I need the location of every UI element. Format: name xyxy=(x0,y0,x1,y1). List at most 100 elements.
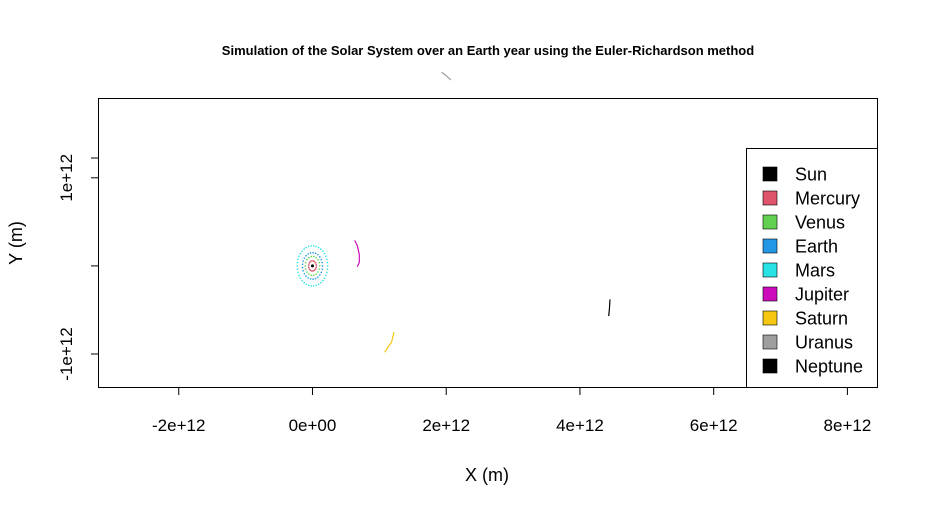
venus-point xyxy=(318,265,321,267)
mars-point xyxy=(305,246,308,249)
earth-point xyxy=(321,261,323,264)
venus-point xyxy=(317,271,319,273)
venus-point xyxy=(306,258,308,261)
neptune-track xyxy=(608,299,611,317)
mars-point xyxy=(307,245,310,248)
earth-point xyxy=(312,251,314,254)
earth-point xyxy=(301,263,304,266)
mars-point xyxy=(317,283,320,286)
x-tick-label: 2e+12 xyxy=(422,416,470,435)
plot-data xyxy=(296,71,611,353)
legend-swatch-mercury xyxy=(762,190,778,206)
earth-point xyxy=(317,276,319,278)
x-tick-label: 4e+12 xyxy=(556,416,604,435)
mars-point xyxy=(310,285,313,287)
earth-point xyxy=(307,253,310,255)
mars-point xyxy=(321,279,324,282)
mercury-point xyxy=(308,268,311,270)
venus-point xyxy=(306,271,308,273)
mercury-point xyxy=(314,268,317,270)
venus-point xyxy=(312,274,315,277)
mars-point xyxy=(296,268,299,271)
y-tick-label: 1e+12 xyxy=(57,154,76,202)
mars-point xyxy=(305,283,308,286)
earth-point xyxy=(307,277,310,279)
legend-swatch-sun xyxy=(762,166,778,182)
venus-point xyxy=(318,261,321,264)
venus-point xyxy=(315,273,317,275)
legend-swatch-neptune xyxy=(762,358,778,374)
y-tick-label: -1e+12 xyxy=(57,327,76,380)
mars-point xyxy=(321,250,324,252)
mars-point xyxy=(296,261,299,264)
mercury-point xyxy=(309,269,312,272)
earth-point xyxy=(312,278,314,280)
mercury-point xyxy=(308,261,311,264)
legend-swatch-uranus xyxy=(762,334,778,350)
legend-swatch-venus xyxy=(762,214,778,230)
mars-point xyxy=(326,268,329,271)
jupiter-track xyxy=(354,240,360,268)
mercury-point xyxy=(312,260,314,262)
venus-point xyxy=(312,255,315,258)
legend: Sun Mercury Venus Earth Mars Jupiter Saturn Ura… xyxy=(746,148,878,388)
venus-point xyxy=(304,265,307,267)
legend-label-mercury: Mercury xyxy=(795,189,860,209)
mars-point xyxy=(325,274,327,277)
earth-point xyxy=(309,252,312,254)
mars-point xyxy=(299,277,302,280)
x-tick-label: 8e+12 xyxy=(824,416,872,435)
legend-label-jupiter: Jupiter xyxy=(795,285,849,305)
mars-point xyxy=(323,252,326,255)
mars-point xyxy=(326,258,328,261)
mars-point xyxy=(297,271,299,274)
mars-point xyxy=(326,271,328,274)
mars-point xyxy=(323,277,326,280)
x-tick-label: 0e+00 xyxy=(289,416,337,435)
earth-point xyxy=(321,265,324,267)
y-axis: -1e+12 1e+12 xyxy=(57,154,99,381)
mars-point xyxy=(298,274,300,277)
mercury-point xyxy=(307,265,310,267)
mercury-point xyxy=(313,269,316,272)
mars-point xyxy=(315,245,318,248)
mercury-point xyxy=(312,270,314,272)
mercury-point xyxy=(311,260,313,262)
mars-point xyxy=(320,248,322,250)
venus-point xyxy=(318,268,321,270)
earth-point xyxy=(309,278,312,280)
mars-point xyxy=(317,246,320,249)
legend-label-sun: Sun xyxy=(795,165,827,185)
earth-point xyxy=(321,268,323,270)
earth-point xyxy=(317,253,319,256)
mars-point xyxy=(301,250,303,252)
mercury-point xyxy=(314,261,317,264)
mercury-point xyxy=(315,263,317,265)
venus-point xyxy=(317,258,319,261)
mars-point xyxy=(297,258,299,261)
mars-point xyxy=(325,255,327,258)
mars-point xyxy=(296,265,299,267)
saturn-track xyxy=(384,331,395,353)
earth-point xyxy=(302,260,304,262)
venus-point xyxy=(308,273,310,275)
legend-label-earth: Earth xyxy=(795,237,838,257)
mars-point xyxy=(320,281,322,284)
mars-point xyxy=(315,284,318,287)
mars-point xyxy=(312,285,315,287)
earth-point xyxy=(303,257,306,259)
legend-label-venus: Venus xyxy=(795,213,845,233)
mercury-point xyxy=(309,260,312,263)
mercury-point xyxy=(308,263,310,265)
mars-point xyxy=(312,245,315,247)
earth-point xyxy=(318,274,321,276)
earth-point xyxy=(318,256,321,258)
earth-point xyxy=(305,254,307,257)
x-tick-label: -2e+12 xyxy=(152,416,205,435)
venus-point xyxy=(310,255,313,258)
mercury-point xyxy=(308,266,310,269)
mars-point xyxy=(303,281,305,284)
legend-swatch-earth xyxy=(762,238,778,254)
earth-point xyxy=(320,258,323,261)
venus-point xyxy=(315,256,317,259)
